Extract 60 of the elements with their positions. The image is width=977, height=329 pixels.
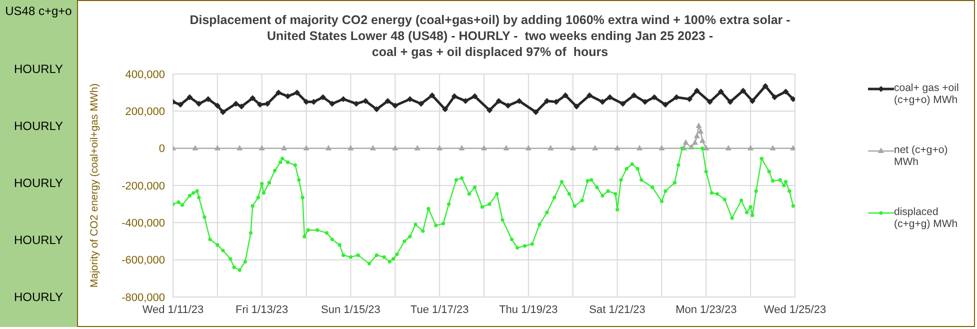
y-axis-title: Majority of CO2 energy (coal+oil+gas MWh): [88, 83, 101, 288]
text: HOURLY: [12, 176, 64, 190]
point: [592, 144, 598, 150]
point: [525, 144, 532, 150]
point: [698, 128, 704, 134]
y-tick-label: 400,000: [125, 68, 165, 81]
point: [770, 144, 776, 150]
point: [281, 144, 288, 150]
point: [548, 144, 554, 150]
y-tick-label: 0: [158, 143, 165, 156]
y-tick-label: -200,000: [122, 180, 165, 192]
point: [748, 144, 754, 150]
point: [694, 132, 700, 138]
point: [692, 139, 698, 145]
point: [790, 144, 795, 150]
x-tick-label: Tue 1/17/23: [410, 304, 469, 316]
point: [481, 144, 487, 150]
point: [696, 122, 702, 128]
text: HOURLY: [12, 62, 64, 76]
point: [658, 144, 665, 150]
point: [192, 144, 198, 150]
x-tick-label: Fri 1/13/23: [236, 304, 288, 316]
legend-label: displaced (c+g+g) MWh: [894, 206, 959, 230]
point: [348, 144, 354, 150]
y-tick-label: -400,000: [122, 218, 165, 230]
point: [392, 144, 398, 150]
x-tick-label: Thu 1/19/23: [499, 304, 558, 316]
point: [503, 144, 510, 150]
point: [326, 144, 332, 150]
point: [436, 144, 443, 150]
point: [414, 144, 420, 150]
point: [725, 144, 732, 150]
point: [303, 144, 310, 150]
point: [370, 144, 376, 150]
point: [682, 139, 689, 145]
point: [688, 144, 694, 150]
point: [699, 137, 706, 143]
point: [570, 144, 576, 150]
x-tick-label: Wed 1/25/23: [764, 304, 826, 316]
y-tick-label: 200,000: [125, 106, 165, 118]
point: [458, 144, 465, 150]
text: HOURLY: [12, 119, 64, 133]
point: [214, 144, 220, 150]
point: [258, 144, 265, 150]
text: HOURLY: [12, 233, 64, 247]
text: HOURLY: [12, 290, 64, 304]
point: [703, 144, 710, 150]
point: [636, 144, 642, 150]
text: US48 c+g+o: [4, 4, 73, 18]
x-tick-label: Wed 1/11/23: [142, 304, 204, 316]
x-tick-label: Sat 1/21/23: [589, 304, 646, 316]
chart-title: Displacement of majority CO2 energy (coal+gas+oil) by adding 1060% extra wind + 100% extra solar - United States Lower 48 (US48) - HOURLY - two weeks ending Jan 25 2023 - coal + gas + oil displaced 97% of hours: [188, 12, 792, 60]
x-tick-label: Mon 1/23/23: [676, 304, 737, 316]
x-tick-label: Sun 1/15/23: [321, 304, 380, 316]
point: [236, 144, 243, 150]
legend-label: net (c+g+o) MWh: [894, 144, 949, 168]
y-tick-label: -800,000: [122, 292, 165, 304]
point: [614, 144, 620, 150]
y-tick-label: -600,000: [122, 254, 165, 267]
legend-label: coal+ gas +oil (c+g+o) MWh: [894, 82, 960, 106]
